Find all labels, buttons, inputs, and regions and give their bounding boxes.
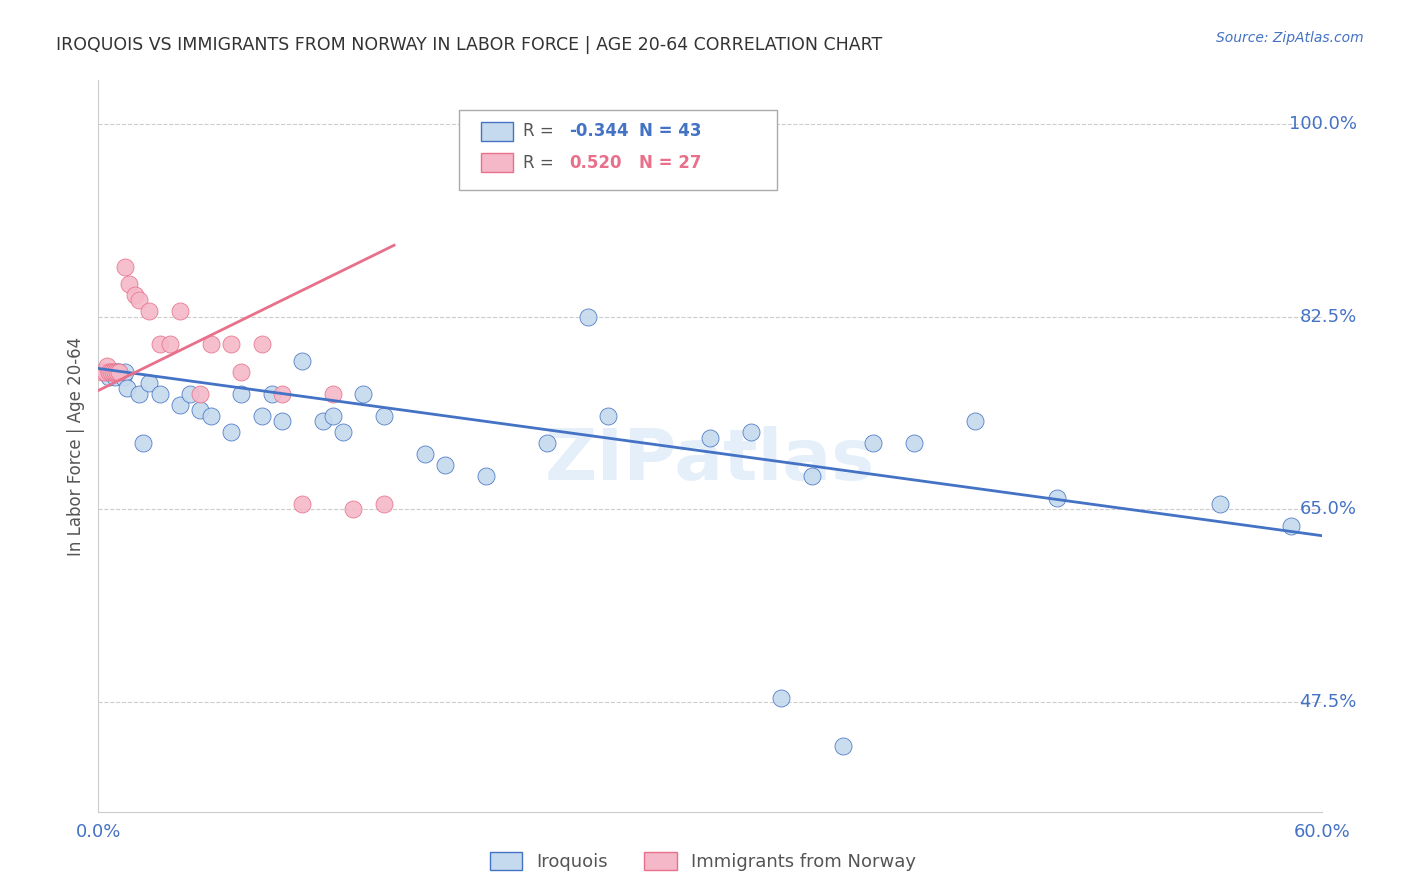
Point [219,337,242,351]
Point [770,691,793,706]
Point [699,431,721,445]
Point [352,386,374,401]
Point [93,365,115,379]
Point [105,365,128,379]
Point [903,436,925,450]
Point [219,425,242,440]
Point [169,398,191,412]
Point [101,365,124,379]
Point [322,409,344,423]
Point [576,310,599,324]
Point [312,414,335,428]
Point [740,425,762,440]
Point [128,293,150,308]
Point [291,497,314,511]
Text: -0.344: -0.344 [569,122,628,140]
Point [114,260,136,275]
Point [373,497,395,511]
Point [101,365,124,379]
Text: 65.0%: 65.0% [1299,500,1357,518]
Point [100,365,122,379]
Point [474,469,498,483]
Text: 100.0%: 100.0% [1289,115,1357,133]
Legend: Iroquois, Immigrants from Norway: Iroquois, Immigrants from Norway [482,845,924,879]
Text: ZIPatlas: ZIPatlas [546,426,875,495]
Text: N = 43: N = 43 [640,122,702,140]
Point [128,386,150,401]
Text: N = 27: N = 27 [640,154,702,172]
Point [270,414,294,428]
Point [231,386,253,401]
FancyBboxPatch shape [481,122,513,141]
Text: 47.5%: 47.5% [1299,693,1357,711]
Point [118,277,141,291]
Point [373,409,395,423]
Point [965,414,987,428]
Point [231,365,253,379]
Point [831,739,853,753]
Point [332,425,354,440]
Point [149,386,172,401]
Point [862,436,884,450]
Point [93,365,115,379]
Point [97,365,120,379]
Point [132,436,155,450]
FancyBboxPatch shape [481,153,513,172]
Point [169,304,191,318]
Point [91,365,114,379]
Text: IROQUOIS VS IMMIGRANTS FROM NORWAY IN LABOR FORCE | AGE 20-64 CORRELATION CHART: IROQUOIS VS IMMIGRANTS FROM NORWAY IN LA… [56,36,883,54]
Point [179,386,201,401]
Point [260,386,283,401]
Point [111,370,134,384]
Point [291,353,314,368]
Point [104,370,127,384]
Point [270,386,294,401]
Point [200,409,222,423]
Point [250,409,273,423]
Point [586,122,609,136]
Point [801,469,824,483]
Point [97,370,120,384]
Point [413,447,436,461]
Point [96,359,118,374]
Text: R =: R = [523,154,558,172]
Point [188,403,212,417]
Point [200,337,222,351]
Point [598,409,620,423]
Point [1279,518,1302,533]
Point [536,436,558,450]
Point [342,502,364,516]
Text: 82.5%: 82.5% [1299,308,1357,326]
Point [138,304,160,318]
Point [104,365,127,379]
Point [114,365,136,379]
Y-axis label: In Labor Force | Age 20-64: In Labor Force | Age 20-64 [66,336,84,556]
Point [105,365,128,379]
Point [108,365,131,379]
Point [250,337,273,351]
Point [149,337,172,351]
Point [124,287,146,301]
Point [138,376,160,390]
Text: 0.520: 0.520 [569,154,621,172]
Point [188,386,212,401]
Point [1209,497,1232,511]
Point [322,386,344,401]
Point [159,337,181,351]
Text: Source: ZipAtlas.com: Source: ZipAtlas.com [1216,31,1364,45]
Point [1045,491,1069,506]
FancyBboxPatch shape [460,110,778,190]
Point [108,365,131,379]
Text: R =: R = [523,122,558,140]
Point [434,458,457,473]
Point [115,381,138,395]
